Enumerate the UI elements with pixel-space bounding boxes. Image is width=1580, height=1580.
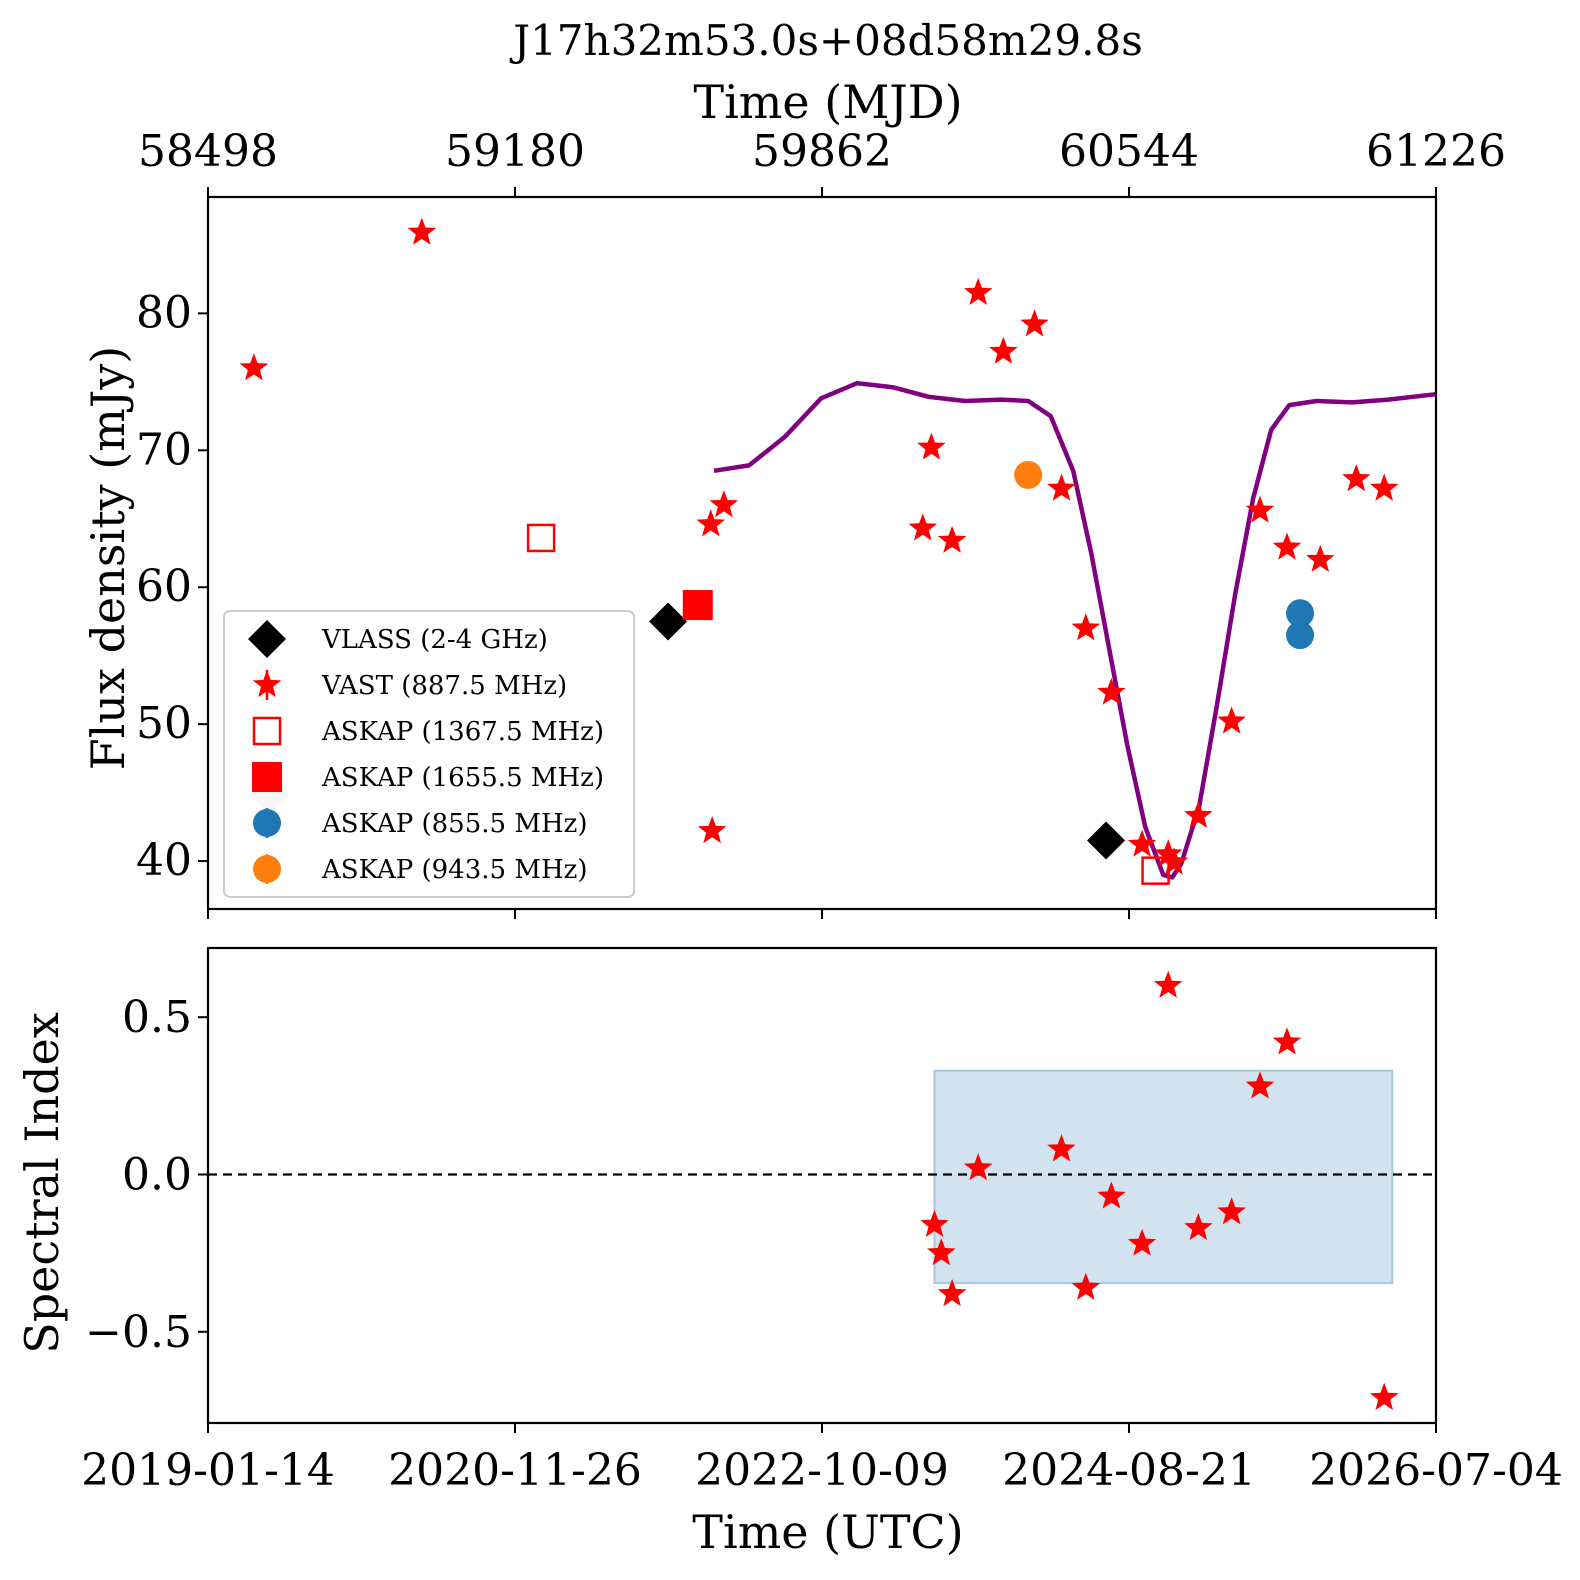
vlass-2-4-ghz-point [1087,821,1126,860]
spectral-index-point [1245,1071,1275,1099]
spectral-y-axis-label: Spectral Index [15,1012,69,1354]
spectral-y-tick-label: −0.5 [85,1307,192,1358]
spectral-index-point [1127,1228,1157,1256]
legend-marker-askap-1367-5-mhz [252,716,282,746]
vast-887-5-mhz-point [239,353,269,381]
vast-887-5-mhz-point [937,525,967,553]
spectral-index-point [1370,1382,1399,1410]
spectral-index-point [920,1209,949,1237]
vast-887-5-mhz-point [407,217,437,245]
vast-887-5-mhz-point [1245,495,1275,523]
vast-887-5-mhz-point [709,490,739,518]
vlass-2-4-ghz-point [649,602,688,641]
top-axis-label: Time (MJD) [693,75,962,129]
vast-887-5-mhz-point [908,513,938,541]
spectral-index-point [963,1153,993,1181]
vast-887-5-mhz-point [917,432,946,460]
vast-887-5-mhz-point [1370,473,1399,501]
askap-1367-5-mhz-point [526,523,556,553]
vast-887-5-mhz-point [989,336,1018,364]
spectral-index-point [1071,1272,1101,1300]
legend-marker-vast-887-5-mhz [252,670,282,698]
legend-label-askap-943-5-mhz: ASKAP (943.5 MHz) [321,855,587,885]
date-tick-label: 2024-08-21 [1002,1445,1256,1496]
spectral-index-point [1184,1213,1213,1241]
legend-label-askap-855-5-mhz: ASKAP (855.5 MHz) [321,809,587,839]
flux-y-axis-label: Flux density (mJy) [81,346,135,770]
mjd-tick-label: 60544 [1059,126,1199,177]
vast-887-5-mhz-point [1071,613,1101,641]
flux-y-tick-label: 70 [136,424,192,475]
spectral-index-point [1047,1134,1076,1162]
vast-887-5-mhz-point [1127,829,1157,857]
legend-label-vlass-2-4-ghz: VLASS (2-4 GHz) [321,625,548,655]
vast-887-5-mhz-point [696,509,726,537]
mjd-tick-label: 61226 [1366,126,1506,177]
vast-887-5-mhz-point [1272,532,1302,560]
legend-marker-askap-855-5-mhz [253,809,281,837]
date-tick-label: 2022-10-09 [695,1445,949,1496]
legend-label-askap-1367-5-mhz: ASKAP (1367.5 MHz) [321,717,604,747]
vast-887-5-mhz-point [963,277,993,305]
vast-887-5-mhz-point [1020,309,1049,337]
flux-y-tick-label: 50 [136,698,192,749]
model-curve [713,380,1437,880]
flux-density-panel: Flux density (mJy) 58498 59180 59862 60544 6… [81,126,1506,919]
figure-title: J17h32m53.0s+08d58m29.8s [509,16,1143,65]
spectral-panel-frame [206,946,1438,1425]
legend-label-askap-1655-5-mhz: ASKAP (1655.5 MHz) [321,763,604,793]
vast-887-5-mhz-point [697,816,727,844]
flux-y-tick-label: 40 [136,835,192,886]
flux-y-tick-label: 80 [136,287,192,338]
date-tick-label: 2020-11-26 [388,1445,642,1496]
askap-943-5-mhz-point [1014,460,1043,489]
mjd-tick-label: 58498 [138,126,278,177]
spectral-index-point [1097,1181,1126,1209]
askap-1655-5-mhz-point [682,590,713,621]
spectral-y-tick-label: 0.5 [122,992,192,1043]
spectral-index-point [1217,1197,1246,1225]
date-tick-label: 2019-01-14 [81,1445,335,1496]
vast-887-5-mhz-point [1217,706,1246,734]
askap-855-5-mhz-point [1286,621,1315,650]
spectral-index-point [937,1279,967,1307]
vast-887-5-mhz-point [1047,473,1076,501]
spectral-index-point [927,1238,956,1266]
vast-887-5-mhz-point [1342,464,1371,492]
vast-887-5-mhz-point [1097,677,1126,705]
spectral-index-panel: Spectral Index 0.5 0.0 −0.5 2019-01-14 2020-… [15,946,1563,1496]
flux-y-tick-label: 60 [136,561,192,612]
bottom-axis-label: Time (UTC) [692,1505,963,1559]
flux-panel-frame [206,195,1438,911]
legend-marker-vlass-2-4-ghz [248,620,286,658]
vast-887-5-mhz-point [1184,800,1213,828]
askap-1367-5-mhz-point [1141,856,1170,885]
mjd-tick-label: 59862 [752,126,892,177]
mjd-tick-label: 59180 [445,126,585,177]
legend-box [223,610,635,898]
spectral-index-point [1153,970,1183,998]
spectral-y-tick-label: 0.0 [122,1149,192,1200]
legend-marker-askap-943-5-mhz [253,855,281,883]
askap-855-5-mhz-point [1286,599,1315,628]
vast-887-5-mhz-point [1153,839,1183,867]
vast-887-5-mhz-point [1306,544,1335,572]
legend-label-vast-887-5-mhz: VAST (887.5 MHz) [321,671,567,701]
date-tick-label: 2026-07-04 [1309,1445,1563,1496]
spectral-index-range [933,1069,1394,1285]
legend-marker-askap-1655-5-mhz [252,762,282,792]
spectral-index-point [1272,1027,1302,1055]
